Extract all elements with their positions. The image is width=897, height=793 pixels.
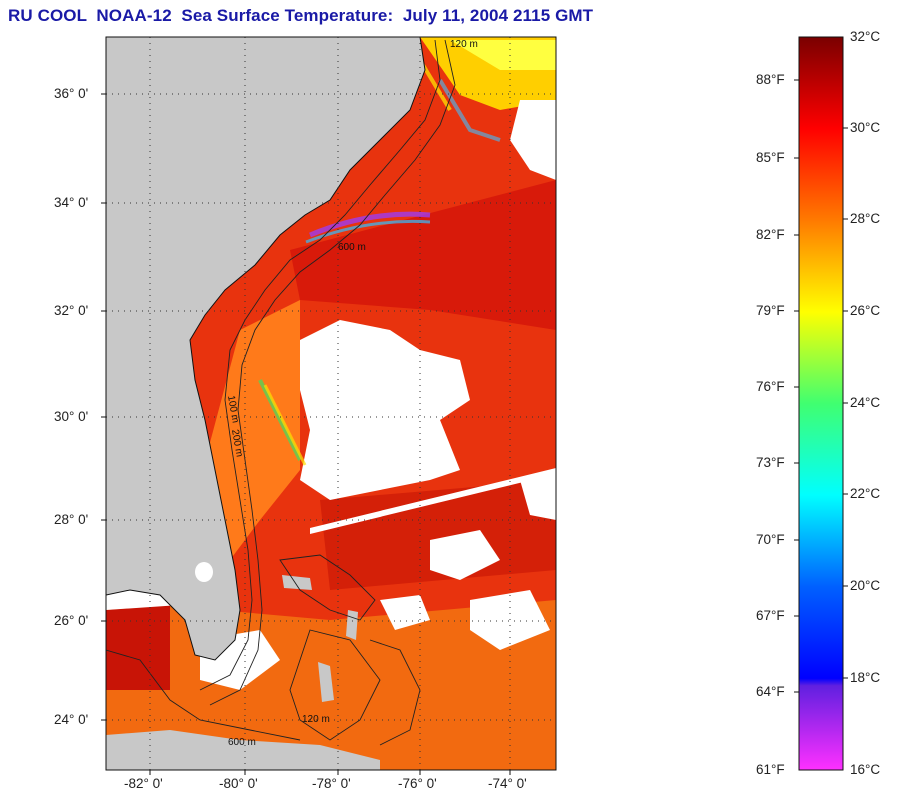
colorbar-celsius-label: 32°C [850,29,881,44]
lon-label: -80° 0' [219,776,258,791]
colorbar-fahrenheit-label: 64°F [756,684,785,699]
colorbar [798,36,844,771]
lon-label: -74° 0' [488,776,527,791]
lat-label: 36° 0' [54,86,89,101]
colorbar-celsius-label: 16°C [850,762,881,777]
colorbar-celsius-label: 28°C [850,211,881,226]
colorbar-celsius-label: 24°C [850,395,881,410]
page-title: RU COOL NOAA-12 Sea Surface Temperature:… [8,6,594,25]
contour-label: 120 m [450,39,478,50]
colorbar-fahrenheit-label: 76°F [756,379,785,394]
colorbar-celsius-label: 22°C [850,486,881,501]
contour-label: 600 m [338,242,366,253]
lon-label: -76° 0' [398,776,437,791]
colorbar-celsius-label: 18°C [850,670,881,685]
colorbar-fahrenheit-label: 70°F [756,532,785,547]
lat-label: 28° 0' [54,512,89,527]
colorbar-celsius-label: 30°C [850,120,881,135]
colorbar-fahrenheit-label: 61°F [756,762,785,777]
graticule [106,37,556,770]
colorbar-fahrenheit-label: 82°F [756,227,785,242]
contour-label: 200 m [229,429,245,458]
lat-label: 34° 0' [54,195,89,210]
map-area: 120 m 600 m 100 m 200 m 120 m 600 m [106,37,556,770]
colorbar-fahrenheit-label: 67°F [756,608,785,623]
lat-label: 26° 0' [54,613,89,628]
contour-label: 600 m [228,737,256,748]
contour-label: 100 m [225,395,241,424]
colorbar-fahrenheit-label: 85°F [756,150,785,165]
colorbar-celsius-label: 26°C [850,303,881,318]
lon-label: -82° 0' [124,776,163,791]
lon-label: -78° 0' [312,776,351,791]
contour-label: 120 m [302,714,330,725]
colorbar-fahrenheit-label: 73°F [756,455,785,470]
colorbar-fahrenheit-label: 88°F [756,72,785,87]
lat-label: 32° 0' [54,303,89,318]
colorbar-celsius-label: 20°C [850,578,881,593]
colorbar-fahrenheit-label: 79°F [756,303,785,318]
lat-label: 30° 0' [54,409,89,424]
lat-label: 24° 0' [54,712,89,727]
